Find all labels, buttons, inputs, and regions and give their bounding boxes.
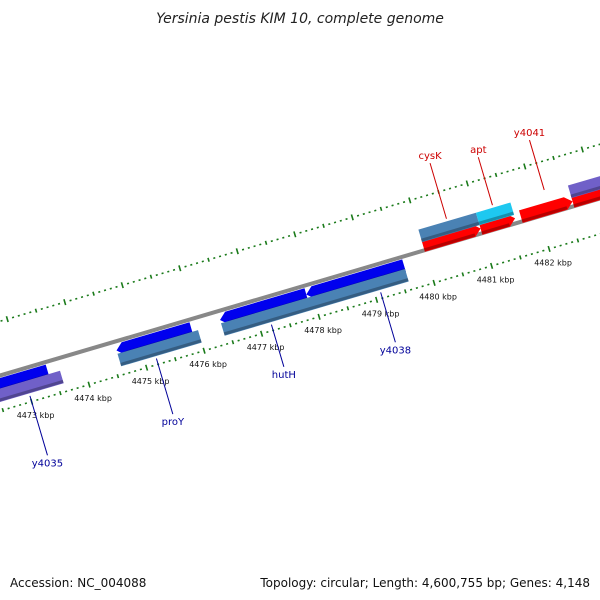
tick-reverse [174,357,177,362]
leader-line [529,139,545,191]
tick-reverse [289,323,292,328]
leader-line [270,324,285,367]
gene-label-hutH[interactable]: hutH [270,324,296,381]
tick-forward [149,274,153,279]
gene-label-apt[interactable]: apt [470,145,493,206]
tick-label: 4479 kbp [362,309,400,318]
gene-label-y4038[interactable]: y4038 [380,292,411,356]
gene-label-text: cysK [418,151,442,162]
tick-forward [523,163,527,170]
feature-reverse-1[interactable] [0,370,64,404]
feature-reverse-2[interactable] [117,330,202,367]
tick-reverse [260,330,264,337]
tick-forward [293,231,297,238]
cds-forward-1[interactable] [421,224,481,252]
tick-forward [350,214,354,221]
tick-label: 4475 kbp [132,377,170,386]
tick-forward [178,265,182,272]
tick-label: 4477 kbp [247,343,285,352]
tick-reverse [519,255,522,260]
tick-reverse [432,279,436,286]
tick-reverse [1,407,5,413]
tick-label: 4480 kbp [419,292,457,301]
tick-forward [408,197,412,204]
gene-label-text: hutH [272,370,296,381]
tick-reverse [576,238,580,243]
tick-label: 4481 kbp [477,275,515,284]
tick-reverse [116,374,120,379]
tick-forward [580,146,584,153]
feature-reverse-3[interactable] [221,269,409,336]
tick-reverse [490,262,494,270]
tick-reverse [547,245,551,253]
leader-line [29,395,48,456]
tick-reverse [202,347,206,354]
tick-reverse [231,340,235,345]
leader-line [380,292,396,343]
tick-track-reverse [1,233,600,413]
cds-forward-4[interactable] [570,187,600,208]
tick-label: 4474 kbp [74,394,112,403]
feature-forward-2[interactable] [475,202,515,226]
genome-summary-text: Topology: circular; Length: 4,600,755 bp… [260,576,590,590]
gene-label-y4035[interactable]: y4035 [29,395,63,469]
tick-forward [465,180,469,187]
leader-line [155,358,174,415]
gene-label-cysK[interactable]: cysK [418,151,447,219]
gene-label-proY[interactable]: proY [155,358,185,429]
gene-label-text: y4038 [380,345,411,356]
tick-reverse [461,272,465,277]
gene-label-text: apt [470,145,486,156]
gene-label-text: y4041 [514,128,545,139]
tick-forward [264,240,268,245]
tick-forward [92,291,95,296]
tick-reverse [87,381,91,388]
feature-forward-1[interactable] [418,212,480,243]
tick-forward [322,223,325,228]
gene-label-layer: y4035 proY hutH y4038 cysK apt y4041 [29,128,545,469]
tick-forward [34,308,38,313]
tick-forward [63,299,67,306]
tick-forward [379,206,383,212]
leader-line [429,162,447,219]
gene-label-y4041[interactable]: y4041 [514,128,545,191]
leader-line [477,157,493,206]
feature-layer [0,176,600,404]
cds-forward-2[interactable] [478,214,516,235]
tick-reverse [317,313,321,320]
tick-forward [494,172,498,178]
accession-text: Accession: NC_004088 [10,576,147,590]
gene-label-text: proY [162,417,185,428]
tick-reverse [59,390,62,396]
tick-reverse [346,306,350,311]
cds-forward-3[interactable] [519,197,573,223]
tick-forward [552,155,555,161]
gene-label-text: y4035 [32,458,63,469]
tick-forward [207,257,210,262]
tick-forward [235,248,239,255]
tick-label: 4482 kbp [534,258,572,267]
tick-reverse [375,296,379,303]
tick-reverse [145,364,149,371]
tick-forward [120,282,124,289]
tick-forward [5,316,9,323]
map-title: Yersinia pestis KIM 10, complete genome [156,11,444,27]
tick-reverse [404,289,407,294]
tick-label: 4476 kbp [189,360,227,369]
tick-label: 4478 kbp [304,326,342,335]
tick-track-forward [0,143,600,323]
